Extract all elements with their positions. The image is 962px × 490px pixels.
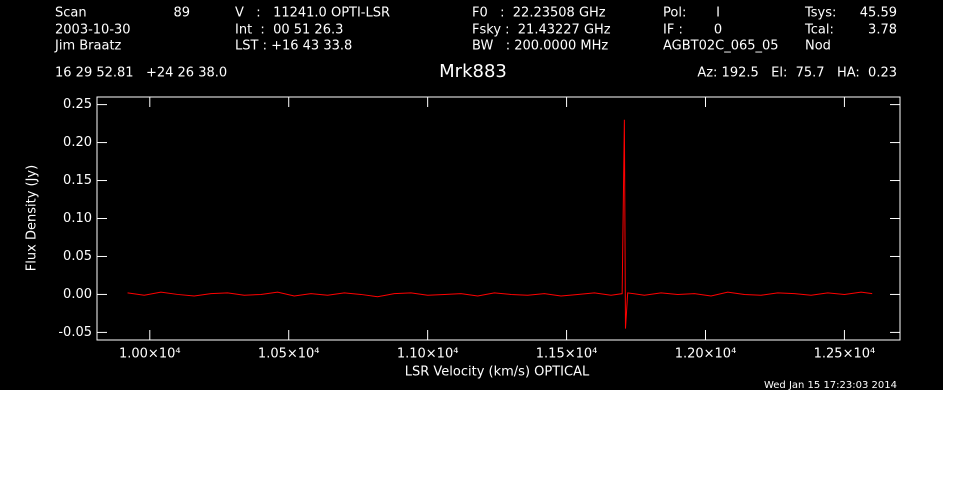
- chart-title: Mrk883: [439, 61, 507, 82]
- x-tick-label: 1.15×10⁴: [536, 347, 598, 362]
- spectrum-line: [127, 119, 873, 329]
- y-axis-title: Flux Density (Jy): [25, 165, 40, 271]
- y-tick-label: -0.05: [58, 325, 92, 340]
- x-tick-label: 1.10×10⁴: [397, 347, 459, 362]
- header-field: Pol:: [663, 6, 686, 21]
- header-field: AGBT02C_065_05: [663, 39, 779, 54]
- y-tick-label: 0.25: [63, 97, 92, 112]
- x-tick-label: 1.20×10⁴: [675, 347, 737, 362]
- header-field: Nod: [805, 39, 831, 54]
- header-field: 45.59: [860, 6, 897, 21]
- header-field: Int : 00 51 26.3: [235, 23, 343, 38]
- y-tick-label: 0.15: [63, 173, 92, 188]
- y-tick-label: 0.20: [63, 135, 92, 150]
- x-tick-label: 1.00×10⁴: [119, 347, 181, 362]
- x-axis-title: LSR Velocity (km/s) OPTICAL: [405, 365, 590, 380]
- header-field: Az: 192.5 El: 75.7 HA: 0.23: [697, 66, 897, 81]
- header-field: LST : +16 43 33.8: [235, 39, 352, 54]
- timestamp: Wed Jan 15 17:23:03 2014: [764, 380, 897, 391]
- header-field: Jim Braatz: [54, 39, 122, 54]
- header-field: V : 11241.0 OPTI-LSR: [235, 6, 390, 21]
- header-field: Tsys:: [804, 6, 836, 21]
- y-tick-label: 0.00: [63, 287, 92, 302]
- x-tick-label: 1.05×10⁴: [258, 347, 320, 362]
- header-field: 89: [173, 6, 190, 21]
- header-field: IF :: [663, 23, 683, 38]
- y-tick-label: 0.05: [63, 249, 92, 264]
- plot-background: [0, 0, 943, 390]
- header-field: Tcal:: [804, 23, 834, 38]
- header-field: I: [716, 6, 720, 21]
- header-field: F0 : 22.23508 GHz: [472, 6, 606, 21]
- header-field: 16 29 52.81 +24 26 38.0: [55, 66, 227, 81]
- header-field: Scan: [55, 6, 87, 21]
- header-field: 2003-10-30: [55, 23, 131, 38]
- header-field: Fsky : 21.43227 GHz: [472, 23, 611, 38]
- header-field: 3.78: [868, 23, 897, 38]
- x-tick-label: 1.25×10⁴: [814, 347, 876, 362]
- header-field: BW : 200.0000 MHz: [472, 39, 608, 54]
- header-field: 0: [714, 23, 722, 38]
- y-tick-label: 0.10: [63, 211, 92, 226]
